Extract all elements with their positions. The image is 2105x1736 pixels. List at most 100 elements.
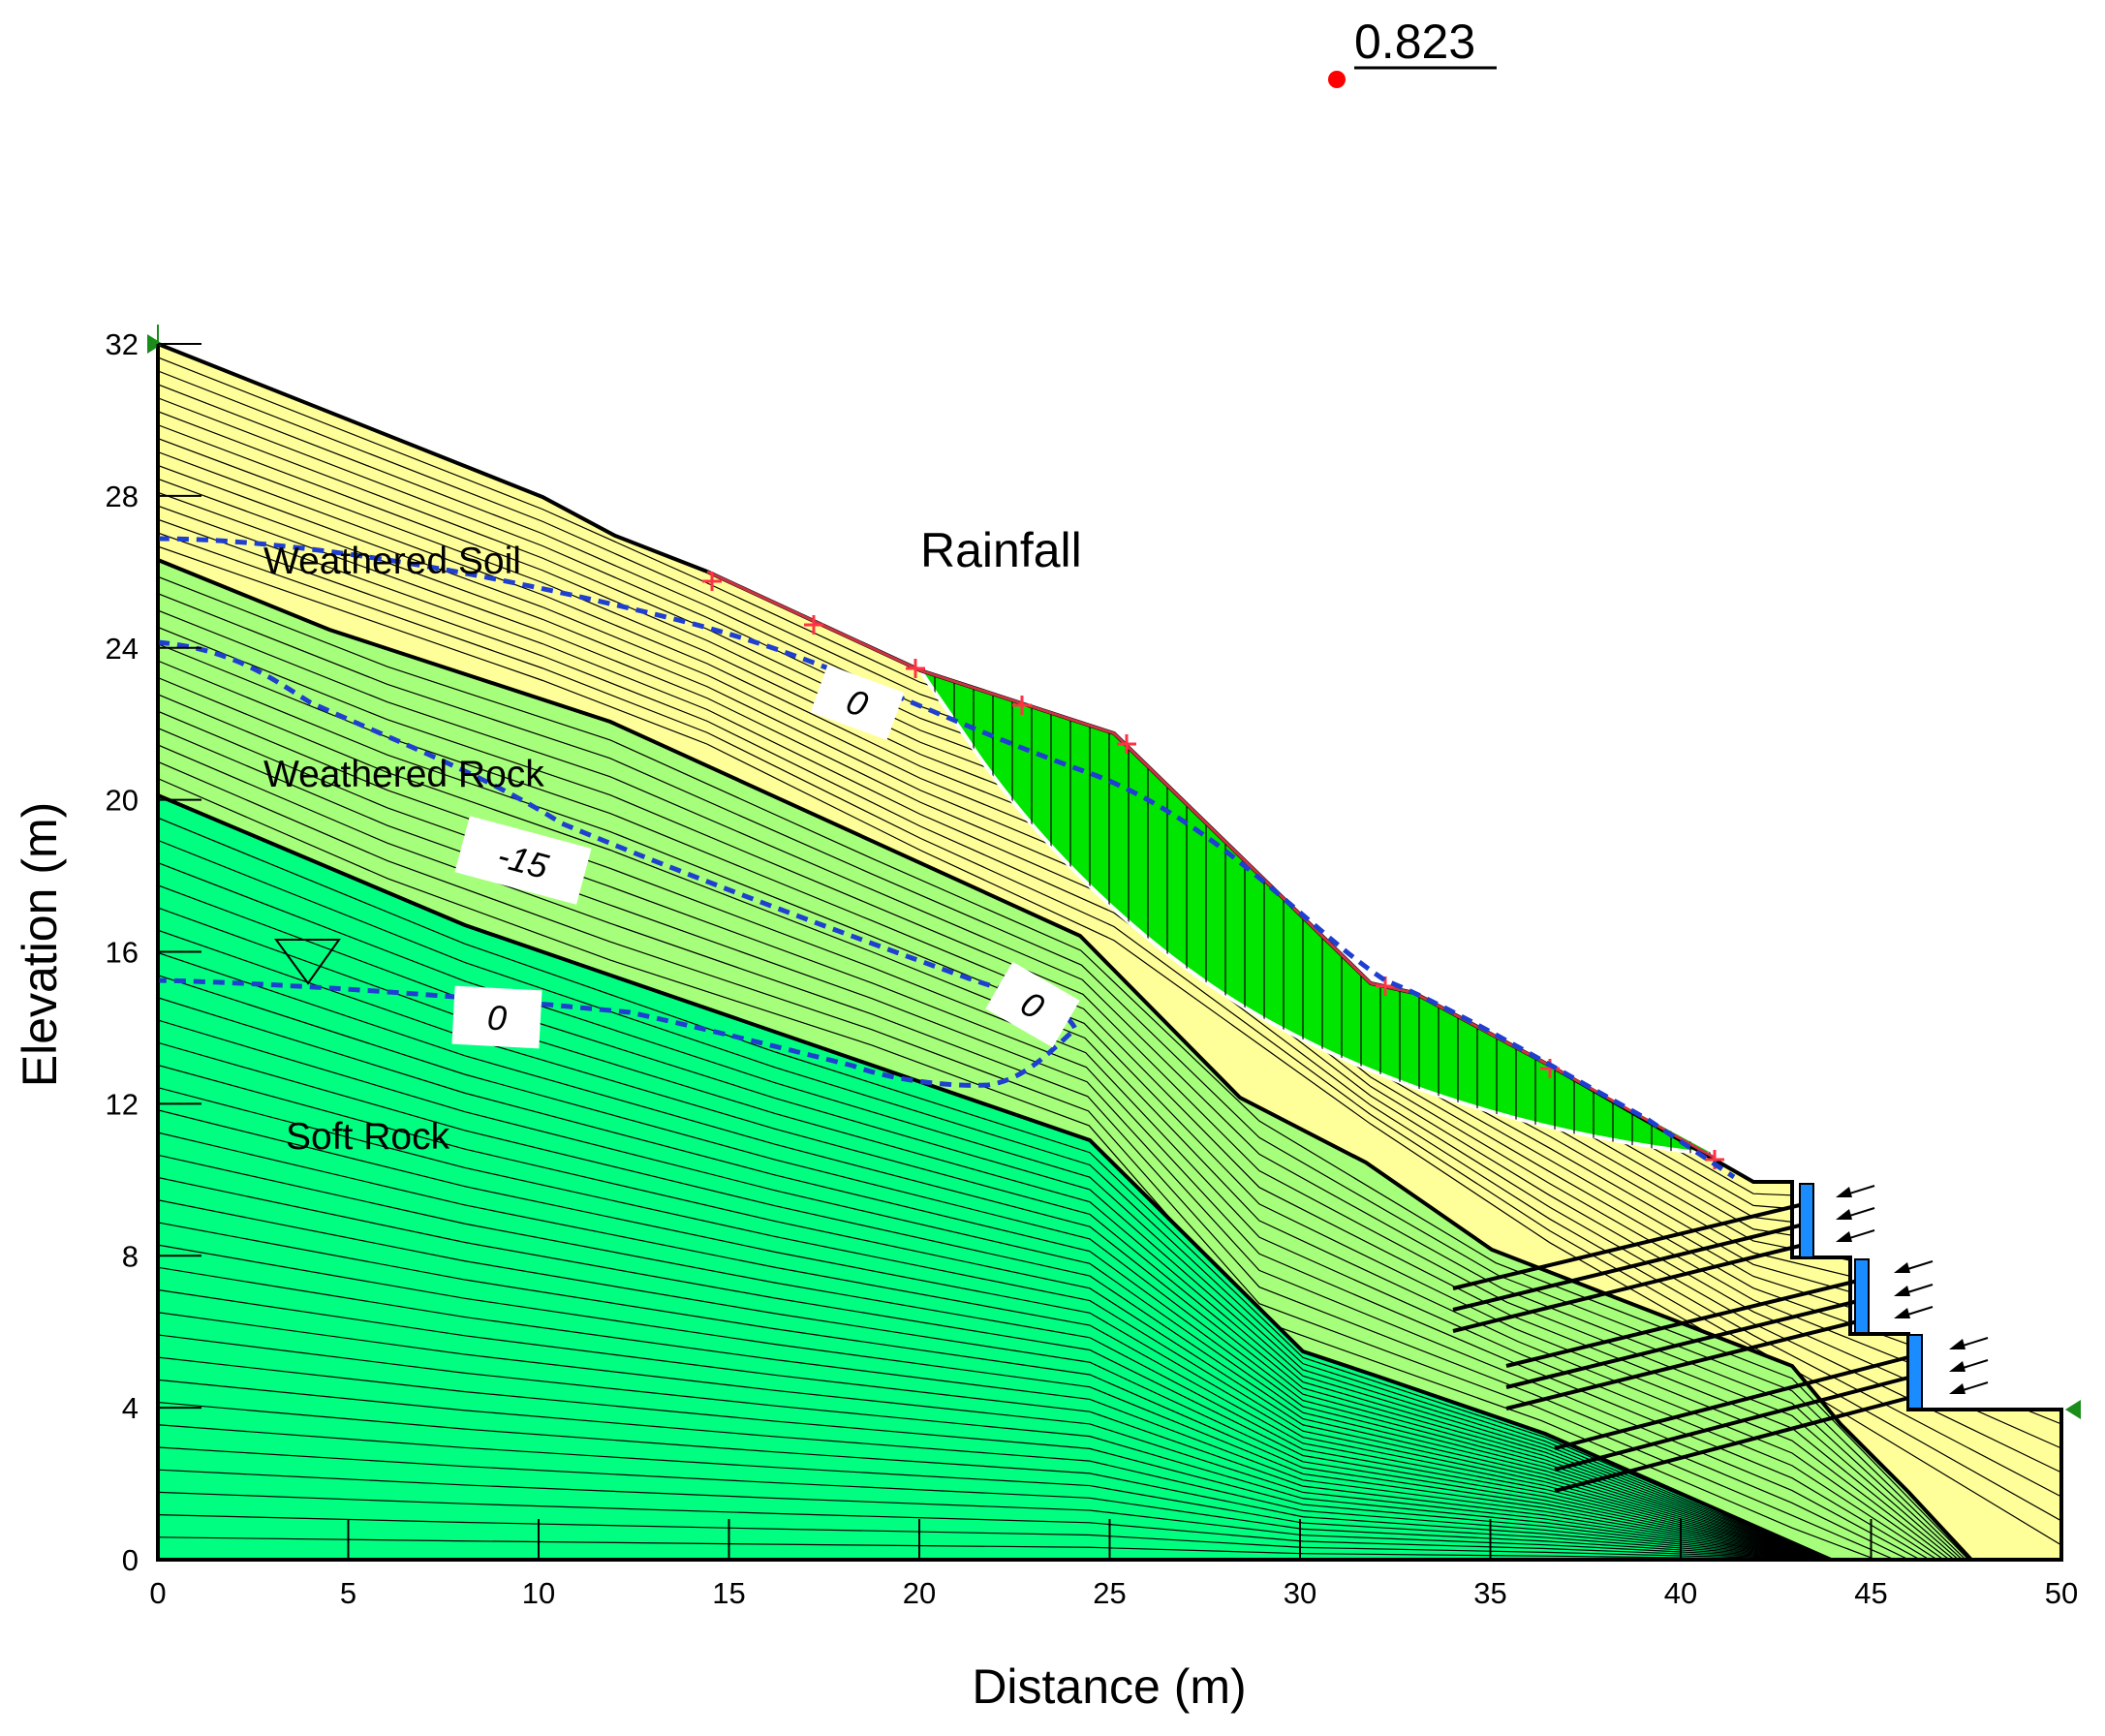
slip-center-point [1328,71,1346,88]
label-soft-rock: Soft Rock [286,1116,450,1158]
y-tick-label: 24 [106,632,139,666]
x-tick-label: 0 [149,1576,166,1610]
y-tick-label: 28 [106,480,139,513]
y-tick-label: 32 [106,327,139,361]
y-axis-label: Elevation (m) [13,802,67,1088]
contour-label-3: 0 [451,985,542,1049]
soil-nail [1554,1354,1913,1450]
x-tick-label: 30 [1284,1576,1316,1610]
contour-line [158,1154,1831,1560]
slip-surface-line [918,668,1716,1157]
contour-line [158,1356,1831,1560]
contour-line [158,593,1971,1560]
contour-line [158,778,1971,1560]
contour-line [158,1424,1831,1560]
load-arrow-head [1949,1361,1966,1372]
contour-family [158,575,1971,1560]
critical-slip-mass [920,670,1715,1155]
load-arrow-head [1894,1308,1910,1318]
contour-line [158,545,2061,1546]
soft-rock-region [158,795,1831,1560]
weathered-rock-boundary [157,558,1973,1562]
contour-line [158,1536,1831,1560]
load-arrow-head [1836,1187,1852,1197]
soil-nail [1505,1299,1859,1389]
contour-line [158,1288,1831,1560]
contour-line [158,975,1831,1560]
contour-line [158,1041,1831,1560]
soft-rock-boundary [157,793,1832,1562]
contour-line [158,710,1971,1560]
load-arrow-head [1894,1286,1910,1296]
soil-nail [1505,1319,1859,1410]
piezometric-lines [157,536,1736,1180]
load-arrow-head [1949,1383,1966,1394]
contour-family [158,817,1831,1560]
y-tick-label: 12 [106,1087,139,1121]
x-tick-label: 5 [340,1576,356,1610]
contour-line [158,1446,1831,1560]
anchor-load-arrows [1836,1185,1989,1394]
x-tick-label: 35 [1473,1576,1506,1610]
contour-line [158,1312,1831,1560]
facing-wall-middle [1854,1258,1870,1334]
contour-line [158,1401,1831,1560]
contour-label-2: -15 [454,816,592,905]
soil-nail [1452,1202,1805,1290]
y-tick-label: 4 [122,1391,139,1425]
x-axis-label: Distance (m) [972,1659,1246,1714]
contour-line [158,1064,1831,1560]
factor-of-safety: 0.823 [1354,15,1475,69]
contour-line [158,862,1831,1560]
label-weathered-soil: Weathered Soil [263,541,521,582]
contour-line [158,1019,1831,1560]
water-table-marker [274,939,341,985]
contour-label-1: 0 [810,665,905,740]
soil-nail [1452,1243,1805,1333]
label-weathered-rock: Weathered Rock [263,754,544,795]
contour-line [158,1222,1831,1560]
contour-line [158,660,1971,1560]
load-arrow-head [1949,1339,1966,1349]
contour-line [158,694,1971,1560]
piezometric-line-middle [157,639,1079,1088]
strata-boundaries [157,558,1973,1562]
contour-line [158,1199,1831,1560]
contour-line [158,626,1971,1560]
contour-line [158,1469,1831,1560]
contour-line [158,1176,1831,1560]
piezometric-line-upper [157,536,1736,1180]
contour-line [158,1087,1831,1560]
contour-label-4: 0 [985,961,1080,1048]
contour-line [158,1244,1831,1560]
x-tick-label: 15 [712,1576,745,1610]
contour-line [158,518,2061,1498]
soil-nail [1505,1279,1859,1368]
x-tick-label: 25 [1093,1576,1126,1610]
x-ticks: 0 5 10 15 20 25 30 35 40 45 50 [149,1519,2078,1610]
load-arrow-head [1836,1231,1852,1242]
contour-line [158,1109,1831,1560]
facing-wall-upper [1799,1183,1814,1258]
label-rainfall: Rainfall [920,523,1082,577]
y-tick-label: 8 [122,1239,139,1273]
contour-line [158,951,1831,1560]
contour-line [158,817,1831,1560]
contour-line [158,1266,1831,1560]
contour-line [158,1379,1831,1560]
x-tick-label: 20 [903,1576,936,1610]
weathered-rock-region [158,560,1971,1560]
y-ticks: 0 4 8 12 16 20 24 28 32 [106,327,201,1577]
facing-walls [1799,1183,1923,1410]
load-arrow-head [1894,1262,1910,1273]
contour-line [158,1132,1831,1560]
x-tick-label: 40 [1664,1576,1697,1610]
x-tick-label: 50 [2045,1576,2078,1610]
soil-nails [1452,1202,1913,1493]
boundary-flag-right [2065,1400,2081,1419]
y-tick-label: 0 [122,1543,139,1577]
x-tick-label: 45 [1854,1576,1887,1610]
contour-line [158,1491,1831,1560]
x-tick-label: 10 [522,1576,555,1610]
